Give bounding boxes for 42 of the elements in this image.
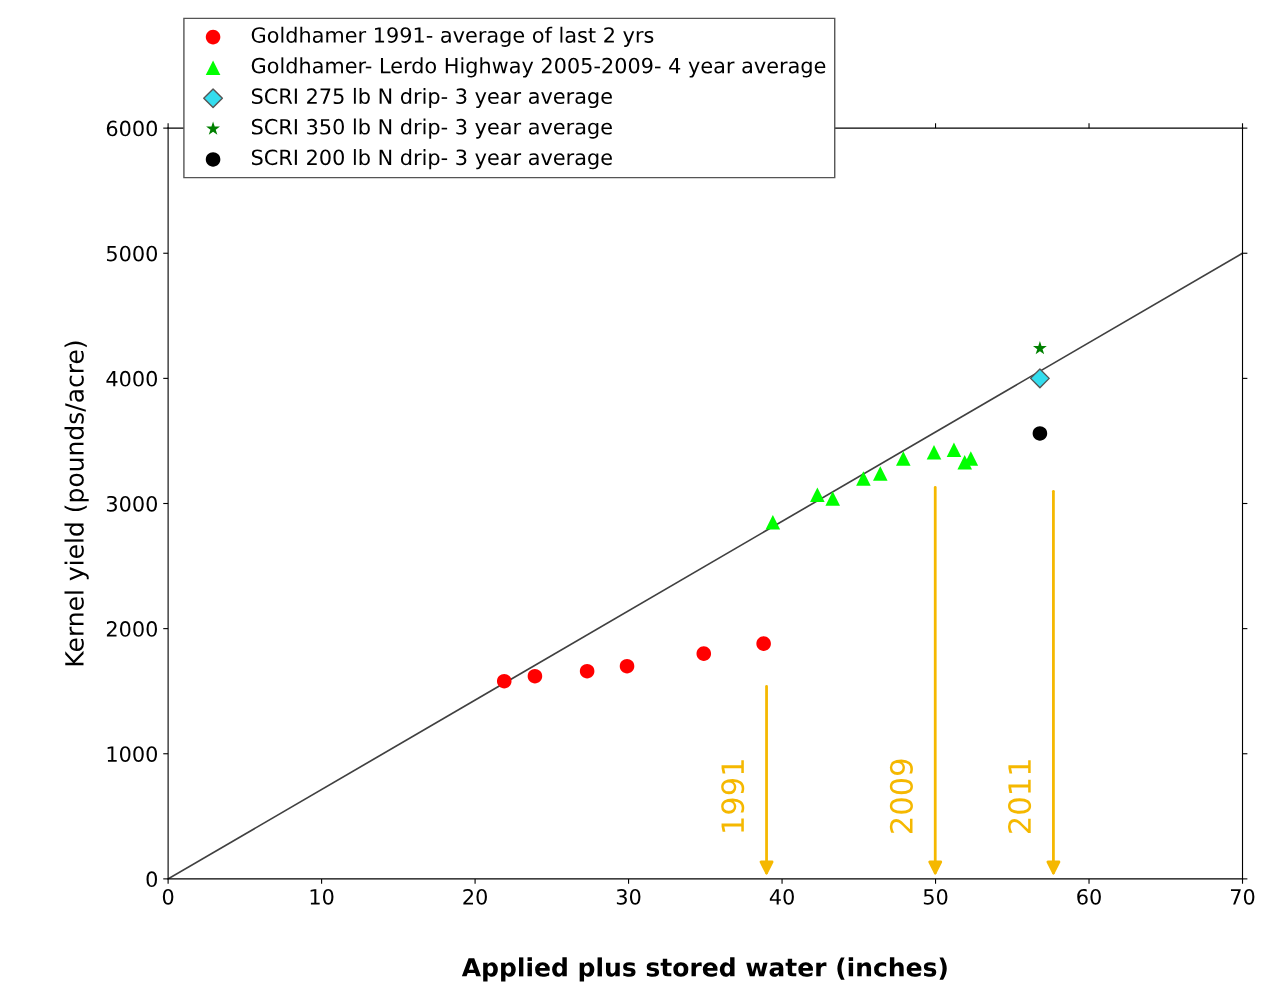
- y-tick-label: 3000: [106, 495, 158, 512]
- point: [696, 646, 712, 661]
- point: [856, 471, 871, 486]
- x-tick-label: 70: [1230, 888, 1255, 905]
- point: [579, 663, 595, 679]
- point: [1032, 426, 1048, 441]
- legend-label: SCRI 200 lb N drip- 3 year average: [251, 149, 612, 170]
- x-tick-label: 50: [923, 888, 948, 905]
- point: [756, 636, 771, 651]
- annotation: 1991: [721, 760, 745, 832]
- x-axis-title: Applied plus stored water (inches): [461, 957, 947, 982]
- legend-label: SCRI 275 lb N drip- 3 year average: [251, 87, 612, 109]
- point: [873, 466, 888, 481]
- point: [926, 444, 942, 460]
- annotation: 2009: [889, 759, 913, 833]
- x-tick-label: 30: [616, 888, 641, 905]
- x-tick-label: 20: [463, 888, 487, 905]
- point: [1029, 368, 1050, 389]
- legend-label: SCRI 350 lb N drip- 3 year average: [251, 118, 612, 139]
- x-tick-label: 0: [162, 888, 174, 905]
- annotation: 2011: [1008, 760, 1032, 833]
- point: [825, 491, 840, 506]
- y-tick-label: 5000: [106, 245, 158, 262]
- point: [619, 658, 635, 674]
- point: [765, 514, 781, 530]
- point: [896, 451, 911, 466]
- point: [496, 673, 512, 689]
- y-tick-label: 2000: [106, 621, 158, 637]
- y-tick-label: 1000: [107, 746, 158, 762]
- x-tick-label: 60: [1077, 888, 1101, 905]
- legend-label: Goldhamer 1991- average of last 2 yrs: [251, 26, 654, 47]
- y-tick-label: 4000: [106, 370, 158, 387]
- point: [810, 487, 825, 503]
- x-tick-label: 40: [769, 888, 794, 905]
- point: [946, 442, 962, 457]
- point: [527, 668, 543, 684]
- y-axis-title: Kernel yield (pounds/acre): [64, 341, 89, 666]
- y-tick-label: 0: [146, 871, 158, 888]
- point: [1032, 341, 1047, 355]
- y-tick-label: 6000: [106, 120, 158, 137]
- legend-label: Goldhamer- Lerdo Highway 2005-2009- 4 year average: [251, 57, 826, 78]
- x-tick-label: 10: [310, 888, 334, 905]
